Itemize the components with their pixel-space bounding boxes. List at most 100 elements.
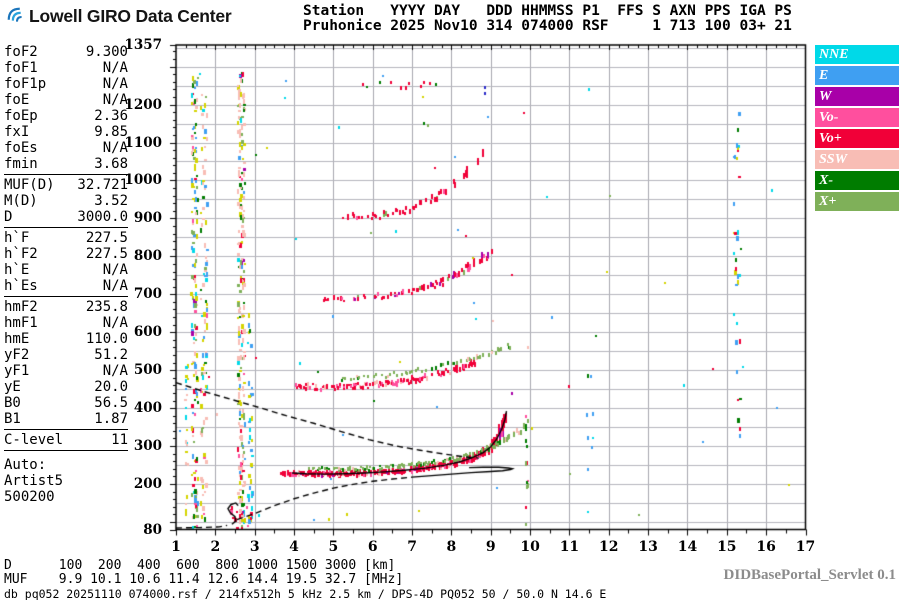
x-tick-label: 2 [210, 539, 221, 555]
param-label: foEp [4, 108, 38, 124]
station-values-row: Pruhonice 2025 Nov10 314 074000 RSF 1 71… [303, 18, 792, 34]
param-row: foEs N/A [4, 140, 128, 156]
param-row: hmF2 235.8 [4, 299, 128, 315]
x-tick-label: 9 [485, 539, 496, 555]
distance-row: D 100 200 400 600 800 1000 1500 3000 [km… [4, 558, 396, 573]
auto-label: Auto: [4, 457, 47, 473]
param-value: 32.721 [77, 177, 128, 193]
y-tick-label: 800 [133, 248, 162, 265]
param-row: MUF(D) 32.721 [4, 177, 128, 193]
param-row: h`F2 227.5 [4, 246, 128, 262]
y-tick-label: 500 [133, 362, 162, 379]
x-tick-label: 8 [446, 539, 457, 555]
param-value: N/A [102, 76, 128, 92]
param-row: D 3000.0 [4, 209, 128, 225]
legend-item-nne: NNE [815, 45, 899, 64]
param-label: C-level [4, 432, 64, 448]
param-label: B0 [4, 395, 21, 411]
param-row: foE N/A [4, 92, 128, 108]
y-tick-label: 1357 [124, 37, 162, 53]
station-header-row: Station YYYY DAY DDD HHMMSS P1 FFS S AXN… [303, 3, 792, 19]
param-label: foEs [4, 140, 38, 156]
param-label: foF1p [4, 76, 47, 92]
param-value: 227.5 [85, 230, 128, 246]
param-label: hmE [4, 331, 30, 347]
param-value: N/A [102, 92, 128, 108]
x-tick-label: 5 [328, 539, 339, 555]
param-row: foF2 9.300 [4, 44, 128, 60]
param-label: foF2 [4, 44, 38, 60]
param-row: M(D) 3.52 [4, 193, 128, 209]
param-label: yF1 [4, 363, 30, 379]
param-label: yE [4, 379, 21, 395]
legend-item-ssw: SSW [815, 150, 899, 169]
y-tick-label: 1200 [124, 96, 162, 113]
y-tick-label: 400 [133, 400, 162, 417]
y-tick-label: 80 [143, 521, 162, 538]
x-tick-label: 1 [171, 539, 181, 555]
x-tick-label: 3 [249, 539, 260, 555]
legend-item-vo: Vo+ [815, 129, 899, 148]
param-row: foF1p N/A [4, 76, 128, 92]
param-label: hmF1 [4, 315, 38, 331]
param-value: 9.85 [94, 124, 128, 140]
param-label: foE [4, 92, 30, 108]
param-value: 110.0 [85, 331, 128, 347]
panel-divider [4, 174, 128, 175]
param-row: C-level 11 [4, 432, 128, 448]
param-row: B1 1.87 [4, 411, 128, 427]
param-label: M(D) [4, 193, 38, 209]
y-tick-label: 1000 [124, 172, 162, 189]
param-label: yF2 [4, 347, 30, 363]
param-value: N/A [102, 262, 128, 278]
param-label: MUF(D) [4, 177, 55, 193]
param-value: 235.8 [85, 299, 128, 315]
parameter-panel: foF2 9.300 foF1 N/A foF1p N/A foE N/A foEp 2.36 fx… [4, 44, 128, 453]
param-value: N/A [102, 315, 128, 331]
param-value: 227.5 [85, 246, 128, 262]
legend-item-x: X- [815, 171, 899, 190]
legend-item-x: X+ [815, 192, 899, 211]
y-tick-label: 200 [133, 475, 162, 492]
param-row: fxI 9.85 [4, 124, 128, 140]
panel-divider [4, 429, 128, 430]
x-tick-label: 14 [677, 539, 698, 555]
x-tick-label: 6 [367, 539, 378, 555]
param-label: fmin [4, 156, 38, 172]
param-value: 20.0 [94, 379, 128, 395]
y-tick-label: 900 [133, 210, 162, 227]
param-label: foF1 [4, 60, 38, 76]
y-tick-label: 1100 [124, 134, 162, 151]
x-tick-label: 12 [599, 539, 619, 555]
param-value: 1.87 [94, 411, 128, 427]
giro-logo-icon [6, 6, 28, 28]
param-row: h`E N/A [4, 262, 128, 278]
x-tick-label: 17 [795, 539, 816, 555]
x-tick-label: 7 [407, 539, 417, 555]
param-value: N/A [102, 60, 128, 76]
param-value: N/A [102, 278, 128, 294]
param-row: fmin 3.68 [4, 156, 128, 172]
legend-item-w: W [815, 87, 899, 106]
file-info-row: db pq052 20251110 074000.rsf / 214fx512h… [4, 587, 607, 600]
y-tick-label: 300 [133, 438, 162, 455]
page-title: Lowell GIRO Data Center [29, 6, 232, 26]
param-label: B1 [4, 411, 21, 427]
station-code: 500200 [4, 489, 55, 505]
param-value: 3000.0 [77, 209, 128, 225]
legend-item-vo: Vo- [815, 108, 899, 127]
param-row: hmE 110.0 [4, 331, 128, 347]
param-label: fxI [4, 124, 30, 140]
direction-legend: NNE E W Vo- Vo+ SSW X- X+ [815, 45, 899, 213]
servlet-version-label: DIDBasePortal_Servlet 0.1 [723, 567, 896, 583]
param-row: yE 20.0 [4, 379, 128, 395]
param-value: 56.5 [94, 395, 128, 411]
param-label: h`F2 [4, 246, 38, 262]
param-row: yF1 N/A [4, 363, 128, 379]
param-label: h`E [4, 262, 30, 278]
param-value: N/A [102, 140, 128, 156]
y-tick-label: 700 [133, 286, 162, 303]
param-row: foEp 2.36 [4, 108, 128, 124]
param-value: 2.36 [94, 108, 128, 124]
